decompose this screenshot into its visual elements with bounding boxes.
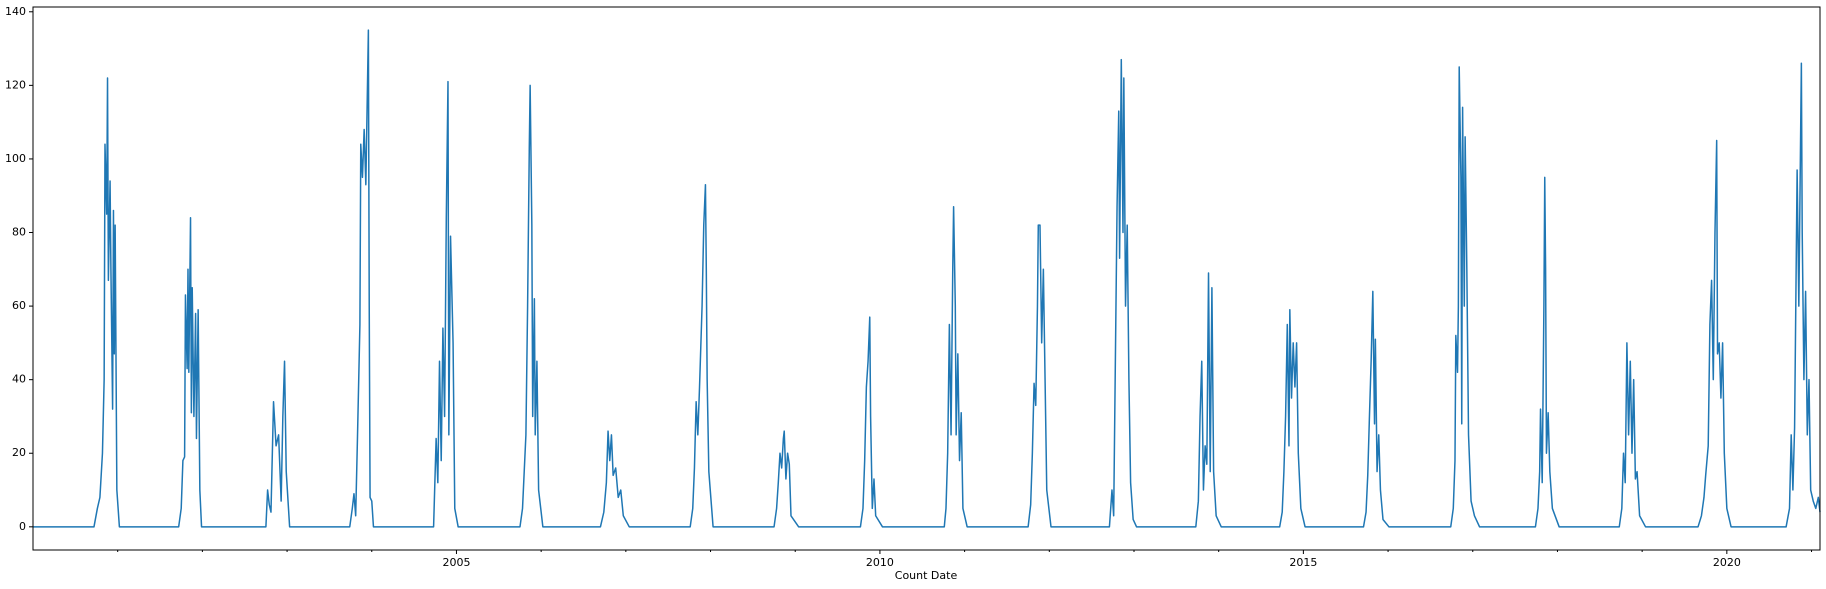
y-tick-label: 120: [5, 78, 26, 91]
x-tick-label: 2005: [442, 556, 470, 569]
y-tick-label: 20: [12, 446, 26, 459]
x-tick-label: 2010: [866, 556, 894, 569]
x-axis-label: Count Date: [895, 569, 958, 582]
y-tick-label: 60: [12, 299, 26, 312]
plot-frame: [32, 6, 1821, 551]
y-tick-label: 0: [19, 520, 26, 533]
data-line: [33, 29, 1821, 528]
y-tick-label: 40: [12, 373, 26, 386]
y-tick-label: 100: [5, 152, 26, 165]
y-tick-label: 80: [12, 226, 26, 239]
x-tick-label: 2015: [1289, 556, 1317, 569]
x-tick-label: 2020: [1713, 556, 1741, 569]
y-tick-label: 140: [5, 5, 26, 18]
